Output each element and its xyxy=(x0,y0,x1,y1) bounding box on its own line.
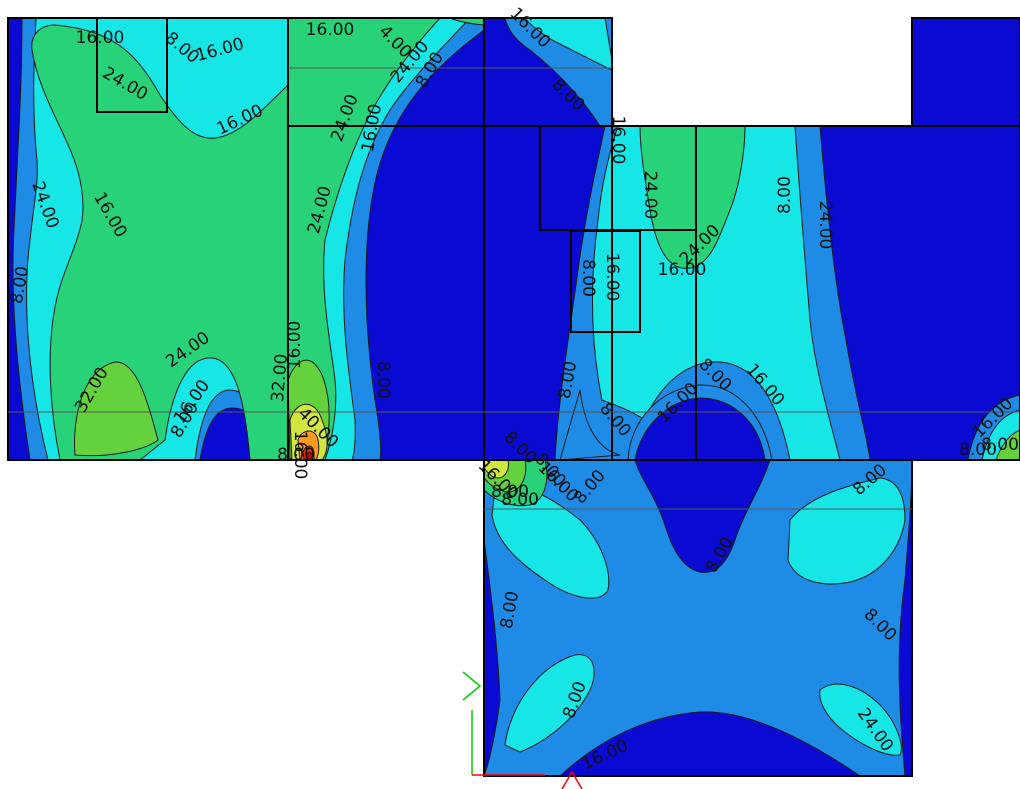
panel-f-zone-0-top xyxy=(634,459,771,573)
panel-d xyxy=(484,125,912,461)
panel-a-zone-24 xyxy=(31,24,289,461)
contour-value-label: 8.00 xyxy=(277,445,315,465)
panel-f-zone-40-hot xyxy=(483,459,509,479)
contour-value-label: 24.00 xyxy=(640,171,660,220)
panel-d-zone-8-inner xyxy=(559,389,621,461)
contour-value-label: 8.00 xyxy=(981,435,1019,455)
contour-value-label: 8.00 xyxy=(578,259,598,297)
panel-f-zone-0-bottom xyxy=(558,711,862,777)
panel-d-small-frame xyxy=(570,230,641,333)
panel-f-zone-0-left xyxy=(483,539,501,777)
panel-f-zone-16-tr xyxy=(787,477,906,585)
panel-a-zone-32 xyxy=(74,361,159,457)
contour-value-label: 8.00 xyxy=(775,176,795,214)
contour-value-label: 16.00 xyxy=(285,321,305,370)
axis-triad xyxy=(462,671,583,789)
panel-f-zone-16-tl xyxy=(491,486,610,599)
contour-value-label: 8.00 xyxy=(373,361,393,399)
axis-y-arrow xyxy=(462,671,482,701)
panel-d-zone-24 xyxy=(639,125,746,269)
panel-b-zone-24 xyxy=(287,17,442,461)
contour-value-label: 24.00 xyxy=(815,201,835,250)
contour-value-label: 8.00 xyxy=(491,482,529,502)
contour-value-label: 8.00 xyxy=(959,440,997,460)
contour-value-label: 16.00 xyxy=(658,260,707,280)
panel-f-zone-0-right xyxy=(898,459,913,777)
panel-e xyxy=(912,18,1020,461)
panel-f-zone-16-br xyxy=(819,683,902,756)
panel-a xyxy=(8,17,289,461)
panel-f-zone-16-bl xyxy=(504,654,595,753)
axis-x-arrow xyxy=(561,770,583,789)
top-right-outline xyxy=(911,17,1020,127)
contour-value-label: 16.00 xyxy=(290,431,310,480)
panel-e-base-zone xyxy=(912,18,1020,460)
bottom-outline xyxy=(483,459,913,777)
contour-value-label: 8.00 xyxy=(501,490,539,510)
panel-f xyxy=(483,459,913,777)
contour-value-label: 16.00 xyxy=(306,20,355,40)
contour-value-label: 16.00 xyxy=(76,28,125,48)
contour-value-label: 32.00 xyxy=(268,353,292,403)
contour-value-label: 16.00 xyxy=(608,116,628,165)
slab-outlines xyxy=(7,17,1020,777)
panel-b xyxy=(287,17,485,461)
panel-d-hole-core xyxy=(634,397,766,461)
contour-value-label: 16.00 xyxy=(602,253,622,302)
panel-c xyxy=(484,17,613,127)
